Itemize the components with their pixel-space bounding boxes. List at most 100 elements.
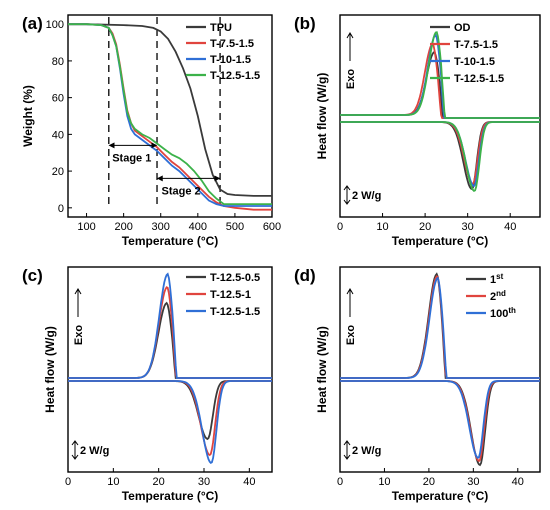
legend-entry: T-12.5-1.5 <box>454 73 504 85</box>
scale-bar-arrows <box>71 440 79 460</box>
legend-entry-name: OD <box>454 22 471 34</box>
x-tick-label: 30 <box>198 476 210 488</box>
x-axis-label: Temperature (°C) <box>122 489 219 503</box>
legend-entry: OD <box>454 22 471 34</box>
legend-entry-name: 1 <box>490 274 496 286</box>
legend-entry-name: T-12.5-1.5 <box>210 306 260 318</box>
x-tick-label: 40 <box>512 476 524 488</box>
legend-entry: T-10-1.5 <box>210 54 251 66</box>
stage1-label: Stage 1 <box>112 152 151 164</box>
exo-arrowhead <box>346 32 354 39</box>
legend-entry: T-7.5-1.5 <box>454 39 498 51</box>
legend-entry: T-12.5-1.5 <box>210 70 260 82</box>
legend-entry-name: 2 <box>490 291 496 303</box>
scale-bar-arrows <box>343 440 351 460</box>
legend-entry-name: T-7.5-1.5 <box>454 39 498 51</box>
legend-entry-name: 100 <box>490 308 508 320</box>
x-tick-label: 200 <box>114 221 132 233</box>
x-tick-label: 400 <box>189 221 207 233</box>
scale-label: 2 W/g <box>80 445 109 457</box>
cooling-curve <box>340 276 540 379</box>
exo-arrowhead <box>346 288 354 295</box>
panel-label: (b) <box>294 14 316 33</box>
y-tick-label: 0 <box>58 203 64 215</box>
x-tick-label: 40 <box>243 476 255 488</box>
legend-entry: 2nd <box>490 289 506 303</box>
x-tick-label: 10 <box>376 221 388 233</box>
y-tick-label: 80 <box>52 56 64 68</box>
x-tick-label: 0 <box>337 476 343 488</box>
exo-label: Exo <box>345 69 357 89</box>
panel-label: (d) <box>294 266 316 285</box>
scale-label: 2 W/g <box>352 445 381 457</box>
x-tick-label: 500 <box>226 221 244 233</box>
legend-entry-name: T-10-1.5 <box>454 56 495 68</box>
x-tick-label: 20 <box>153 476 165 488</box>
x-tick-label: 40 <box>504 221 516 233</box>
x-tick-label: 30 <box>467 476 479 488</box>
legend-entry-sup: th <box>508 306 516 315</box>
heating-curve <box>68 380 272 465</box>
panel-label: (a) <box>22 14 43 33</box>
x-tick-label: 30 <box>462 221 474 233</box>
heating-curve <box>68 380 272 441</box>
legend-entry: T-12.5-1 <box>210 289 251 301</box>
y-axis-label: Heat flow (W/g) <box>315 73 329 160</box>
x-axis-label: Temperature (°C) <box>392 234 489 248</box>
y-tick-label: 100 <box>46 19 64 31</box>
heating-curve <box>340 121 540 185</box>
heating-curve <box>340 380 540 460</box>
y-axis-label: Heat flow (W/g) <box>43 326 57 413</box>
legend-entry: T-10-1.5 <box>454 56 495 68</box>
y-axis-label: Heat flow (W/g) <box>315 326 329 413</box>
heating-curve <box>340 121 540 191</box>
legend-entry: T-7.5-1.5 <box>210 38 254 50</box>
legend-entry-name: T-12.5-0.5 <box>210 272 260 284</box>
panel-label: (c) <box>22 266 43 285</box>
scale-label: 2 W/g <box>352 190 381 202</box>
x-tick-label: 20 <box>419 221 431 233</box>
legend-entry-name: T-12.5-1 <box>210 289 251 301</box>
heating-curve <box>340 121 540 192</box>
x-tick-label: 100 <box>77 221 95 233</box>
cooling-curve <box>68 272 272 379</box>
legend-entry: T-12.5-1.5 <box>210 306 260 318</box>
legend-entry: TPU <box>210 22 232 34</box>
series-line <box>68 23 272 197</box>
stage2-label: Stage 2 <box>162 185 201 197</box>
x-tick-label: 600 <box>263 221 281 233</box>
legend-entry: 100th <box>490 306 516 320</box>
x-tick-label: 0 <box>337 221 343 233</box>
exo-arrowhead <box>74 288 82 295</box>
y-axis-label: Weight (%) <box>21 85 35 147</box>
exo-label: Exo <box>73 325 85 345</box>
panel-d: (d) 0 10 20 30 40 Temperature (°C) Heat flow (W… <box>294 266 541 503</box>
heating-curve <box>68 380 272 457</box>
series-line <box>68 23 272 211</box>
x-tick-label: 10 <box>107 476 119 488</box>
plot-frame <box>67 14 273 218</box>
y-tick-label: 40 <box>52 129 64 141</box>
panel-b: (b) 0 10 20 30 40 Temperature (°C) Heat flow (W… <box>294 14 541 248</box>
scale-bar-arrows <box>343 185 351 205</box>
panel-c: (c) 0 10 20 30 40 Temperature (°C) Heat flow (W… <box>22 266 273 503</box>
x-axis-label: Temperature (°C) <box>122 234 219 248</box>
legend-entry: 1st <box>490 272 504 286</box>
legend-entry-name: T-12.5-1.5 <box>454 73 504 85</box>
x-tick-label: 10 <box>378 476 390 488</box>
exo-label: Exo <box>345 325 357 345</box>
series-line <box>68 23 272 205</box>
x-tick-label: 0 <box>65 476 71 488</box>
x-tick-label: 20 <box>423 476 435 488</box>
heating-curve <box>340 121 540 188</box>
plot-frame <box>339 14 541 218</box>
x-tick-label: 300 <box>152 221 170 233</box>
legend-entry-sup: st <box>496 272 503 281</box>
y-tick-label: 20 <box>52 166 64 178</box>
cooling-curve <box>340 31 540 119</box>
legend-entry: T-12.5-0.5 <box>210 272 260 284</box>
legend-entry-sup: nd <box>496 289 506 298</box>
plot-frame <box>67 266 273 473</box>
